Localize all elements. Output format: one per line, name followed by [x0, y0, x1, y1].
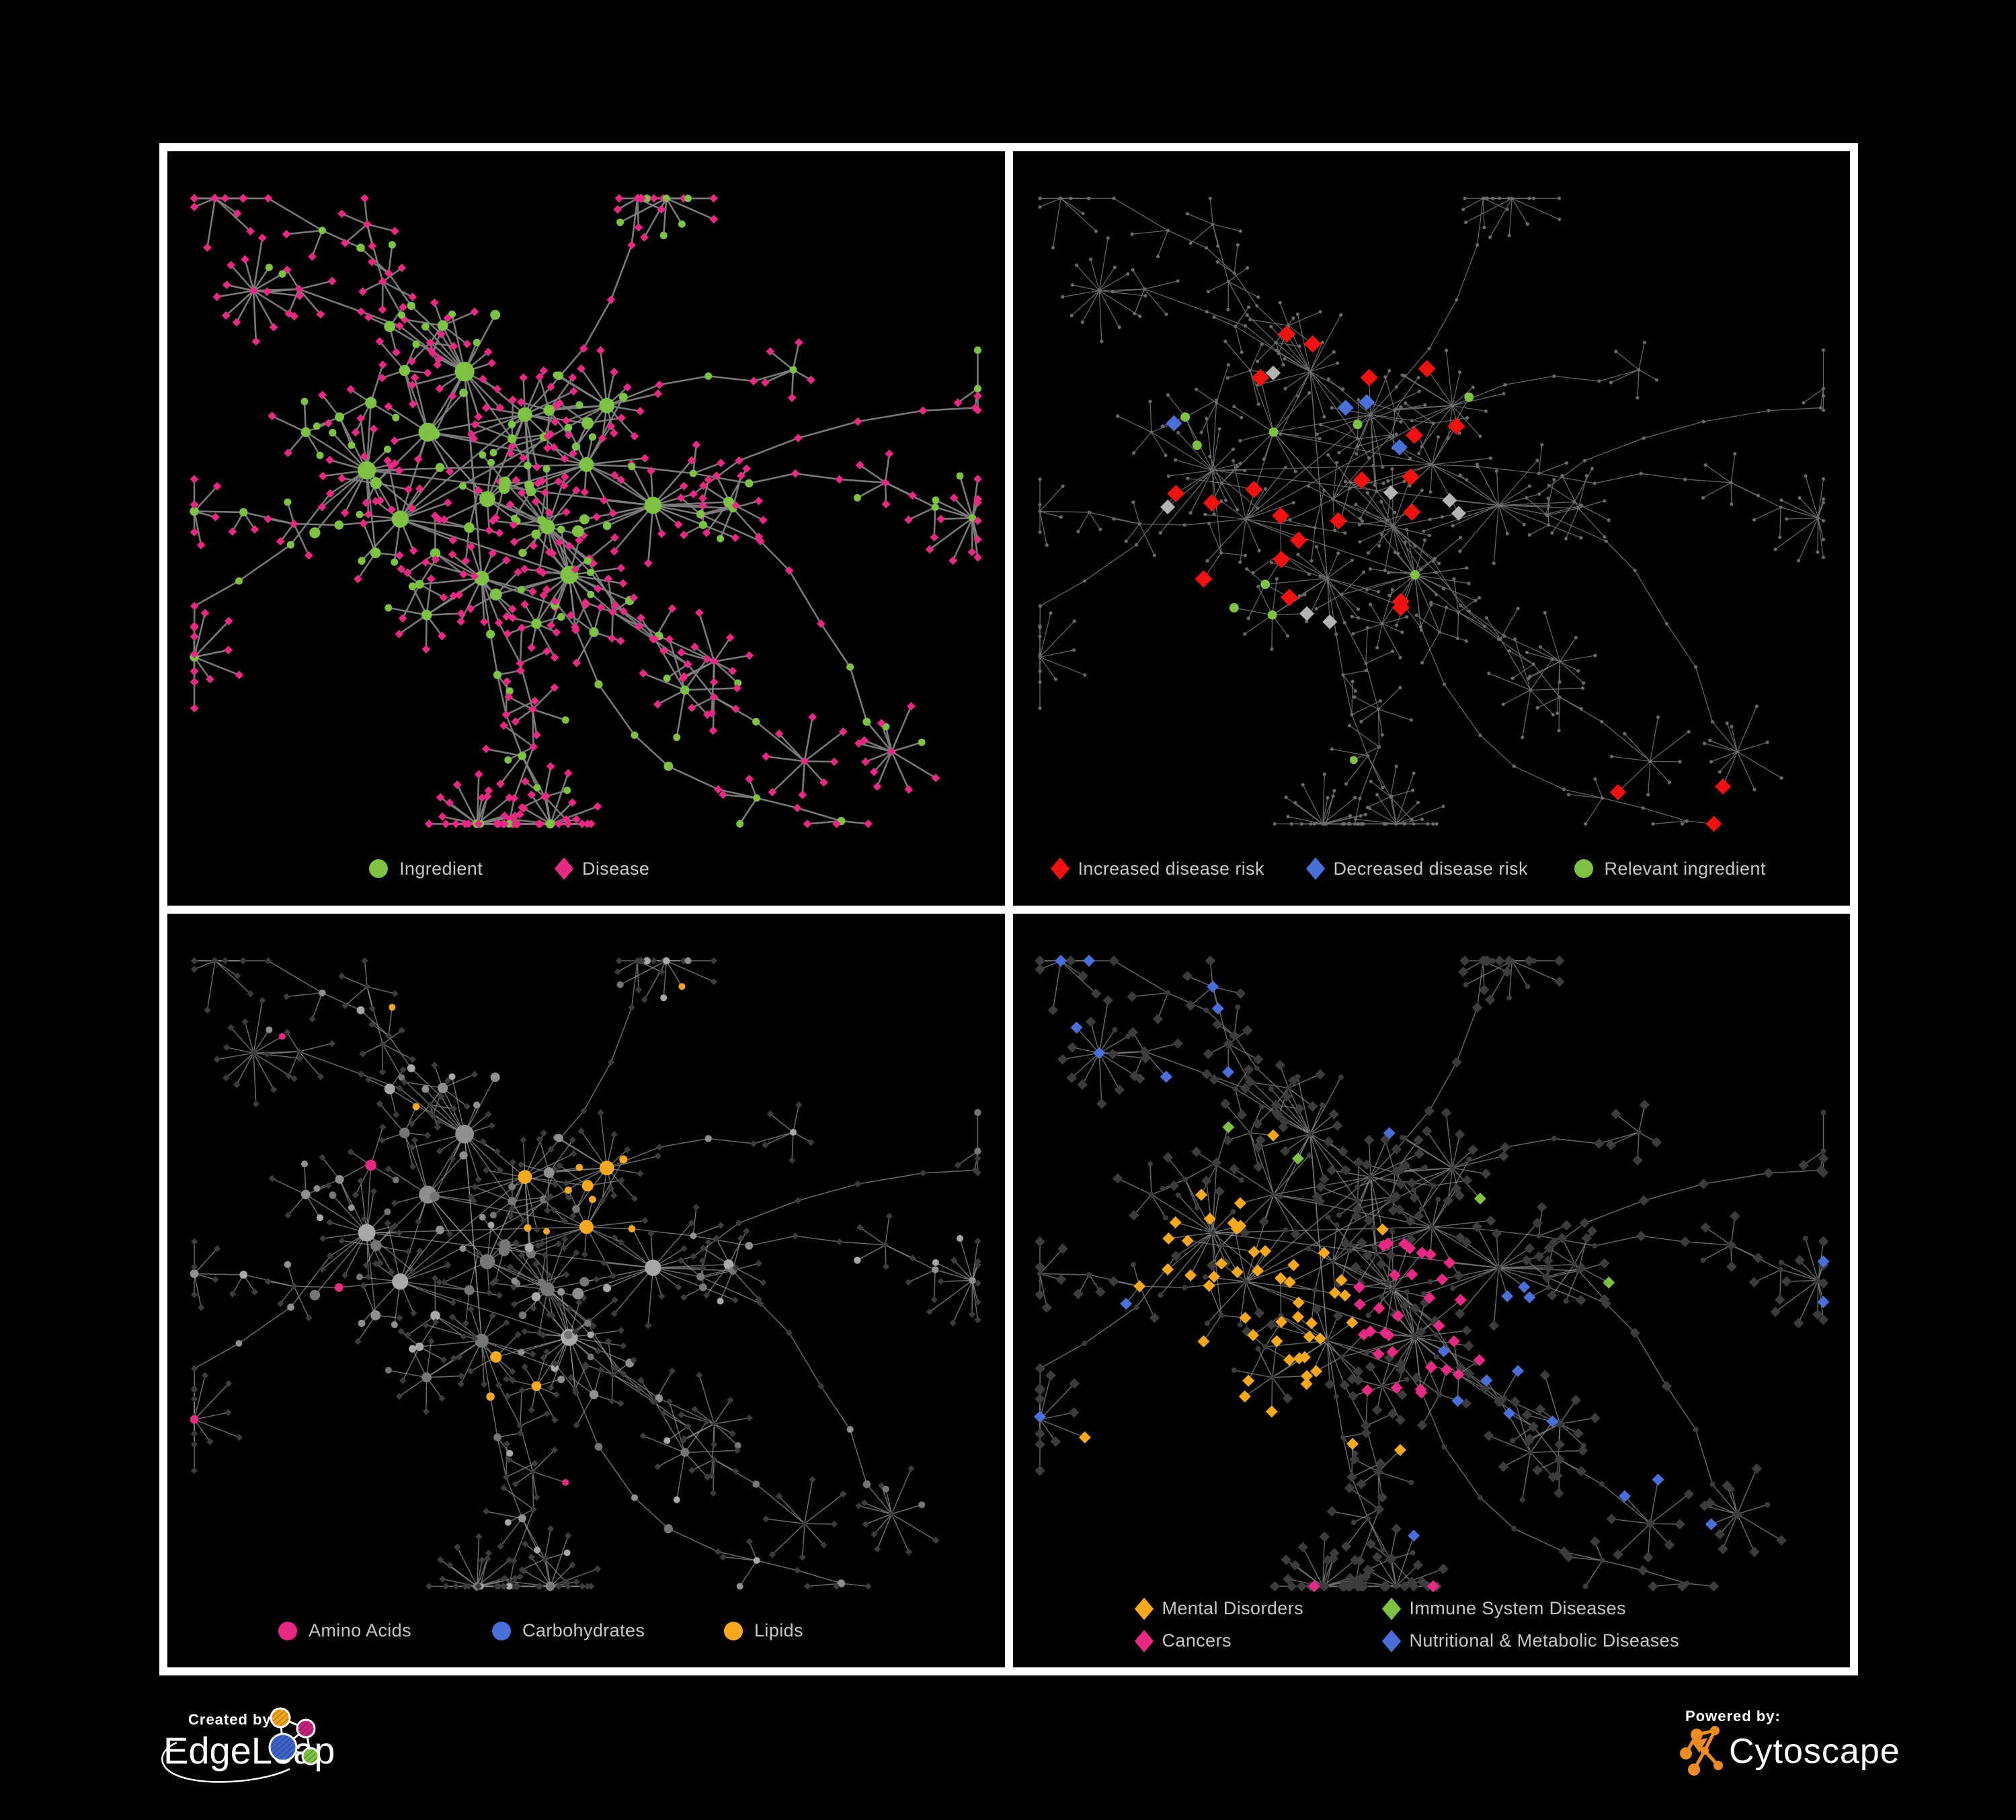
network-graph-nutrient-classes [190, 957, 981, 1591]
edgeleap-node-orange [270, 1707, 291, 1729]
legend-label: Disease [582, 858, 650, 879]
legend-label: Mental Disorders [1162, 1598, 1303, 1618]
cytoscape-logo: Powered by: Cytoscape [1680, 1708, 1900, 1776]
legend-item-ingredient: Ingredient [369, 857, 483, 881]
network-graph-disease-categories [1033, 954, 1829, 1592]
edgeleap-node-magenta [296, 1718, 316, 1739]
legend-marker-circle [724, 1621, 743, 1640]
legend-label: Amino Acids [309, 1620, 411, 1640]
legend-marker-circle [1574, 859, 1593, 878]
edgeleap-node-green [301, 1747, 320, 1766]
legend-item-disease: Disease [554, 857, 650, 881]
legend-label: Ingredient [399, 858, 483, 879]
cytoscape-network-icon [1680, 1726, 1723, 1776]
legend-item-relevant-ingredient: Relevant ingredient [1574, 857, 1766, 881]
panel-ingredient-disease: Ingredient Disease [167, 151, 1005, 906]
legend-marker-diamond [1381, 1597, 1401, 1620]
legend-marker-circle [278, 1621, 297, 1640]
legend-label: Decreased disease risk [1333, 858, 1528, 879]
legend-item-increased-risk: Increased disease risk [1050, 857, 1264, 881]
legend-marker-diamond [1050, 857, 1070, 880]
panel-disease-risk: Increased disease risk Decreased disease… [1012, 151, 1850, 906]
legend-marker-diamond [554, 857, 574, 880]
legend-label: Cancers [1162, 1630, 1232, 1651]
network-graph-disease-risk [1037, 196, 1825, 832]
edgeleap-logo: Created by: EdgeLeap [161, 1707, 335, 1783]
legend-label: Nutritional & Metabolic Diseases [1409, 1630, 1679, 1651]
created-by-label: Created by: [188, 1711, 277, 1728]
legend-marker-diamond [1134, 1629, 1154, 1653]
legend-item-mental-disorders: Mental Disorders [1134, 1597, 1303, 1621]
legend-item-lipids: Lipids [724, 1619, 803, 1643]
panel-disease-categories: Mental Disorders Immune System Diseases … [1012, 913, 1850, 1667]
legend-item-decreased-risk: Decreased disease risk [1305, 857, 1528, 881]
cytoscape-wordmark: Cytoscape [1729, 1732, 1900, 1771]
legend-label: Lipids [754, 1620, 803, 1640]
panel-nutrient-classes: Amino Acids Carbohydrates Lipids [167, 913, 1005, 1667]
edgeleap-network-icon [161, 1707, 320, 1783]
powered-by-label: Powered by: [1685, 1708, 1781, 1725]
legend-item-carbohydrates: Carbohydrates [492, 1619, 645, 1643]
legend-marker-diamond [1305, 857, 1325, 880]
legend-label: Increased disease risk [1078, 858, 1264, 879]
legend-marker-diamond [1134, 1597, 1154, 1620]
legend-item-nutritional-metabolic: Nutritional & Metabolic Diseases [1381, 1629, 1679, 1653]
legend-label: Carbohydrates [522, 1620, 645, 1640]
legend-label: Immune System Diseases [1409, 1598, 1626, 1618]
panel-grid: Ingredient Disease Increased disease ris… [159, 143, 1858, 1675]
legend-marker-circle [369, 859, 388, 878]
edgeleap-node-blue [268, 1733, 298, 1762]
legend-marker-circle [492, 1621, 511, 1640]
legend-marker-diamond [1381, 1629, 1401, 1653]
network-graph-ingredient-disease [190, 194, 982, 829]
legend-label: Relevant ingredient [1604, 858, 1766, 879]
legend-item-cancers: Cancers [1134, 1629, 1232, 1653]
legend-item-immune-diseases: Immune System Diseases [1381, 1597, 1626, 1621]
legend-item-amino-acids: Amino Acids [278, 1619, 411, 1643]
